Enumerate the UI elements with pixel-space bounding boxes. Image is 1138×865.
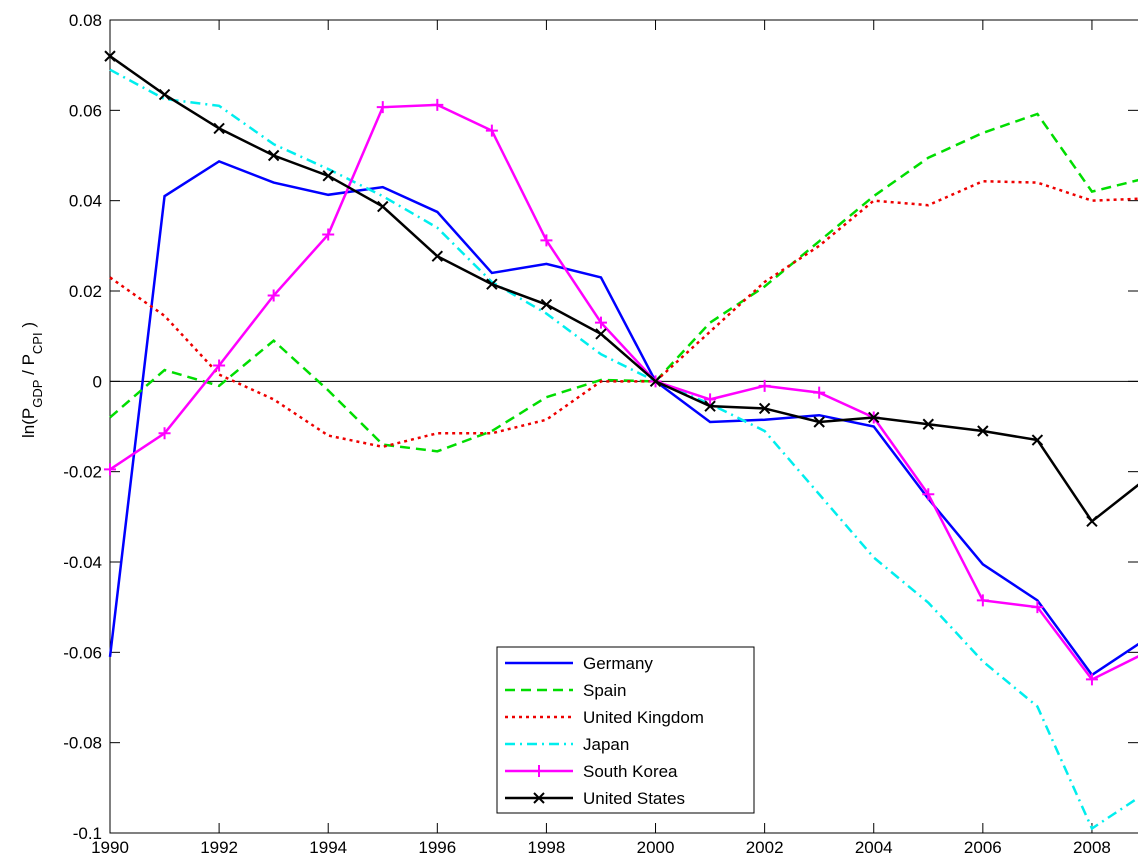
- legend-marker: [533, 792, 545, 804]
- legend-marker-plus: [533, 765, 545, 777]
- x-tick-label: 2000: [637, 838, 675, 857]
- legend-label: United Kingdom: [583, 708, 704, 727]
- x-tick-label: 2004: [855, 838, 893, 857]
- marker-plus: [540, 234, 553, 247]
- marker-x: [595, 328, 607, 340]
- plot-frame: [109, 19, 1138, 834]
- marker-plus: [922, 488, 935, 501]
- y-tick-label: -0.06: [63, 643, 102, 662]
- y-tick-label: 0.04: [69, 192, 102, 211]
- legend-label: United States: [583, 789, 685, 808]
- series: [108, 159, 1138, 677]
- marker-x: [158, 88, 171, 101]
- marker-plus: [376, 101, 389, 114]
- y-tick-label: 0.08: [69, 11, 102, 30]
- x-tick-label: 1996: [418, 838, 456, 857]
- x-tick-label: 1990: [91, 838, 129, 857]
- series-line: [109, 112, 1138, 453]
- marker-plus: [431, 98, 444, 111]
- marker-plus: [594, 316, 607, 329]
- series-line: [109, 68, 1138, 831]
- marker-x: [922, 418, 934, 430]
- series: [104, 50, 1138, 528]
- marker-x: [540, 298, 553, 311]
- y-label-part: ln(P: [19, 408, 38, 438]
- marker-plus: [213, 359, 226, 372]
- marker-plus: [485, 124, 498, 137]
- series-line: [109, 55, 1138, 524]
- legend-label: Japan: [583, 735, 629, 754]
- y-tick-label: -0.04: [63, 553, 102, 572]
- marker-plus: [1031, 601, 1044, 614]
- legend-box: [496, 646, 755, 814]
- y-tick-label: -0.08: [63, 734, 102, 753]
- marker-x: [758, 402, 771, 415]
- legend-label: South Korea: [583, 762, 678, 781]
- marker-plus: [758, 379, 771, 392]
- y-label-part: / P: [19, 354, 38, 380]
- y-tick-label: 0.02: [69, 282, 102, 301]
- marker-x: [322, 170, 334, 182]
- marker-x: [1031, 434, 1044, 446]
- x-tick-label: 2006: [964, 838, 1002, 857]
- marker-x: [977, 425, 989, 437]
- marker-plus: [158, 427, 171, 440]
- legend-label: Spain: [583, 681, 626, 700]
- legend-marker: [533, 765, 545, 777]
- legend-label: Germany: [583, 654, 653, 673]
- x-tick-label: 1992: [200, 838, 238, 857]
- marker-x: [213, 122, 225, 135]
- series: [109, 112, 1138, 453]
- marker-plus: [976, 594, 989, 607]
- y-label-part: ): [19, 322, 38, 332]
- marker-x: [267, 149, 280, 162]
- marker-x: [704, 400, 716, 412]
- series-line: [108, 159, 1138, 677]
- series: [109, 68, 1138, 831]
- y-label-subscript: CPI: [30, 332, 45, 354]
- legend-marker-x: [533, 792, 545, 804]
- marker-plus: [704, 393, 717, 406]
- y-tick-label: -0.1: [73, 824, 102, 843]
- y-tick-label: 0.06: [69, 101, 102, 120]
- marker-x: [1086, 515, 1098, 528]
- marker-x: [486, 278, 498, 290]
- series-line: [109, 179, 1138, 449]
- marker-plus: [267, 289, 280, 302]
- series: [109, 179, 1138, 449]
- marker-plus: [1085, 673, 1098, 686]
- marker-x: [431, 250, 444, 262]
- y-axis-label: ln(PGDP / PCPI ): [19, 322, 45, 438]
- x-tick-label: 2008: [1073, 838, 1111, 857]
- x-tick-label: 1998: [528, 838, 566, 857]
- marker-plus: [813, 386, 826, 399]
- marker-x: [104, 50, 116, 62]
- series-line: [109, 103, 1138, 682]
- y-tick-label: -0.02: [63, 463, 102, 482]
- y-tick-label: 0: [93, 372, 102, 391]
- marker-x: [868, 411, 880, 424]
- marker-x: [377, 200, 389, 213]
- marker-plus: [104, 463, 116, 476]
- marker-plus: [322, 228, 335, 241]
- y-label-subscript: GDP: [30, 380, 45, 408]
- x-tick-label: 2002: [746, 838, 784, 857]
- x-tick-label: 1994: [309, 838, 347, 857]
- marker-x: [649, 375, 662, 388]
- marker-x: [813, 416, 825, 428]
